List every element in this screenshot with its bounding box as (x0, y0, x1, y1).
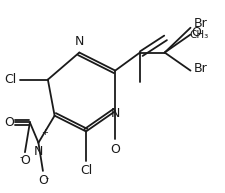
Text: O: O (20, 154, 30, 167)
Text: N: N (74, 35, 84, 48)
Text: -: - (45, 174, 48, 183)
Text: Cl: Cl (4, 73, 17, 86)
Text: O: O (110, 143, 120, 156)
Text: O: O (4, 116, 14, 129)
Text: N: N (34, 145, 43, 158)
Text: N: N (110, 107, 119, 120)
Text: -: - (19, 152, 22, 162)
Text: O: O (190, 26, 200, 39)
Text: Br: Br (193, 62, 206, 75)
Text: Cl: Cl (80, 164, 92, 177)
Text: CH₃: CH₃ (189, 30, 208, 40)
Text: O: O (38, 174, 48, 187)
Text: Br: Br (193, 17, 206, 30)
Text: +: + (40, 128, 47, 137)
